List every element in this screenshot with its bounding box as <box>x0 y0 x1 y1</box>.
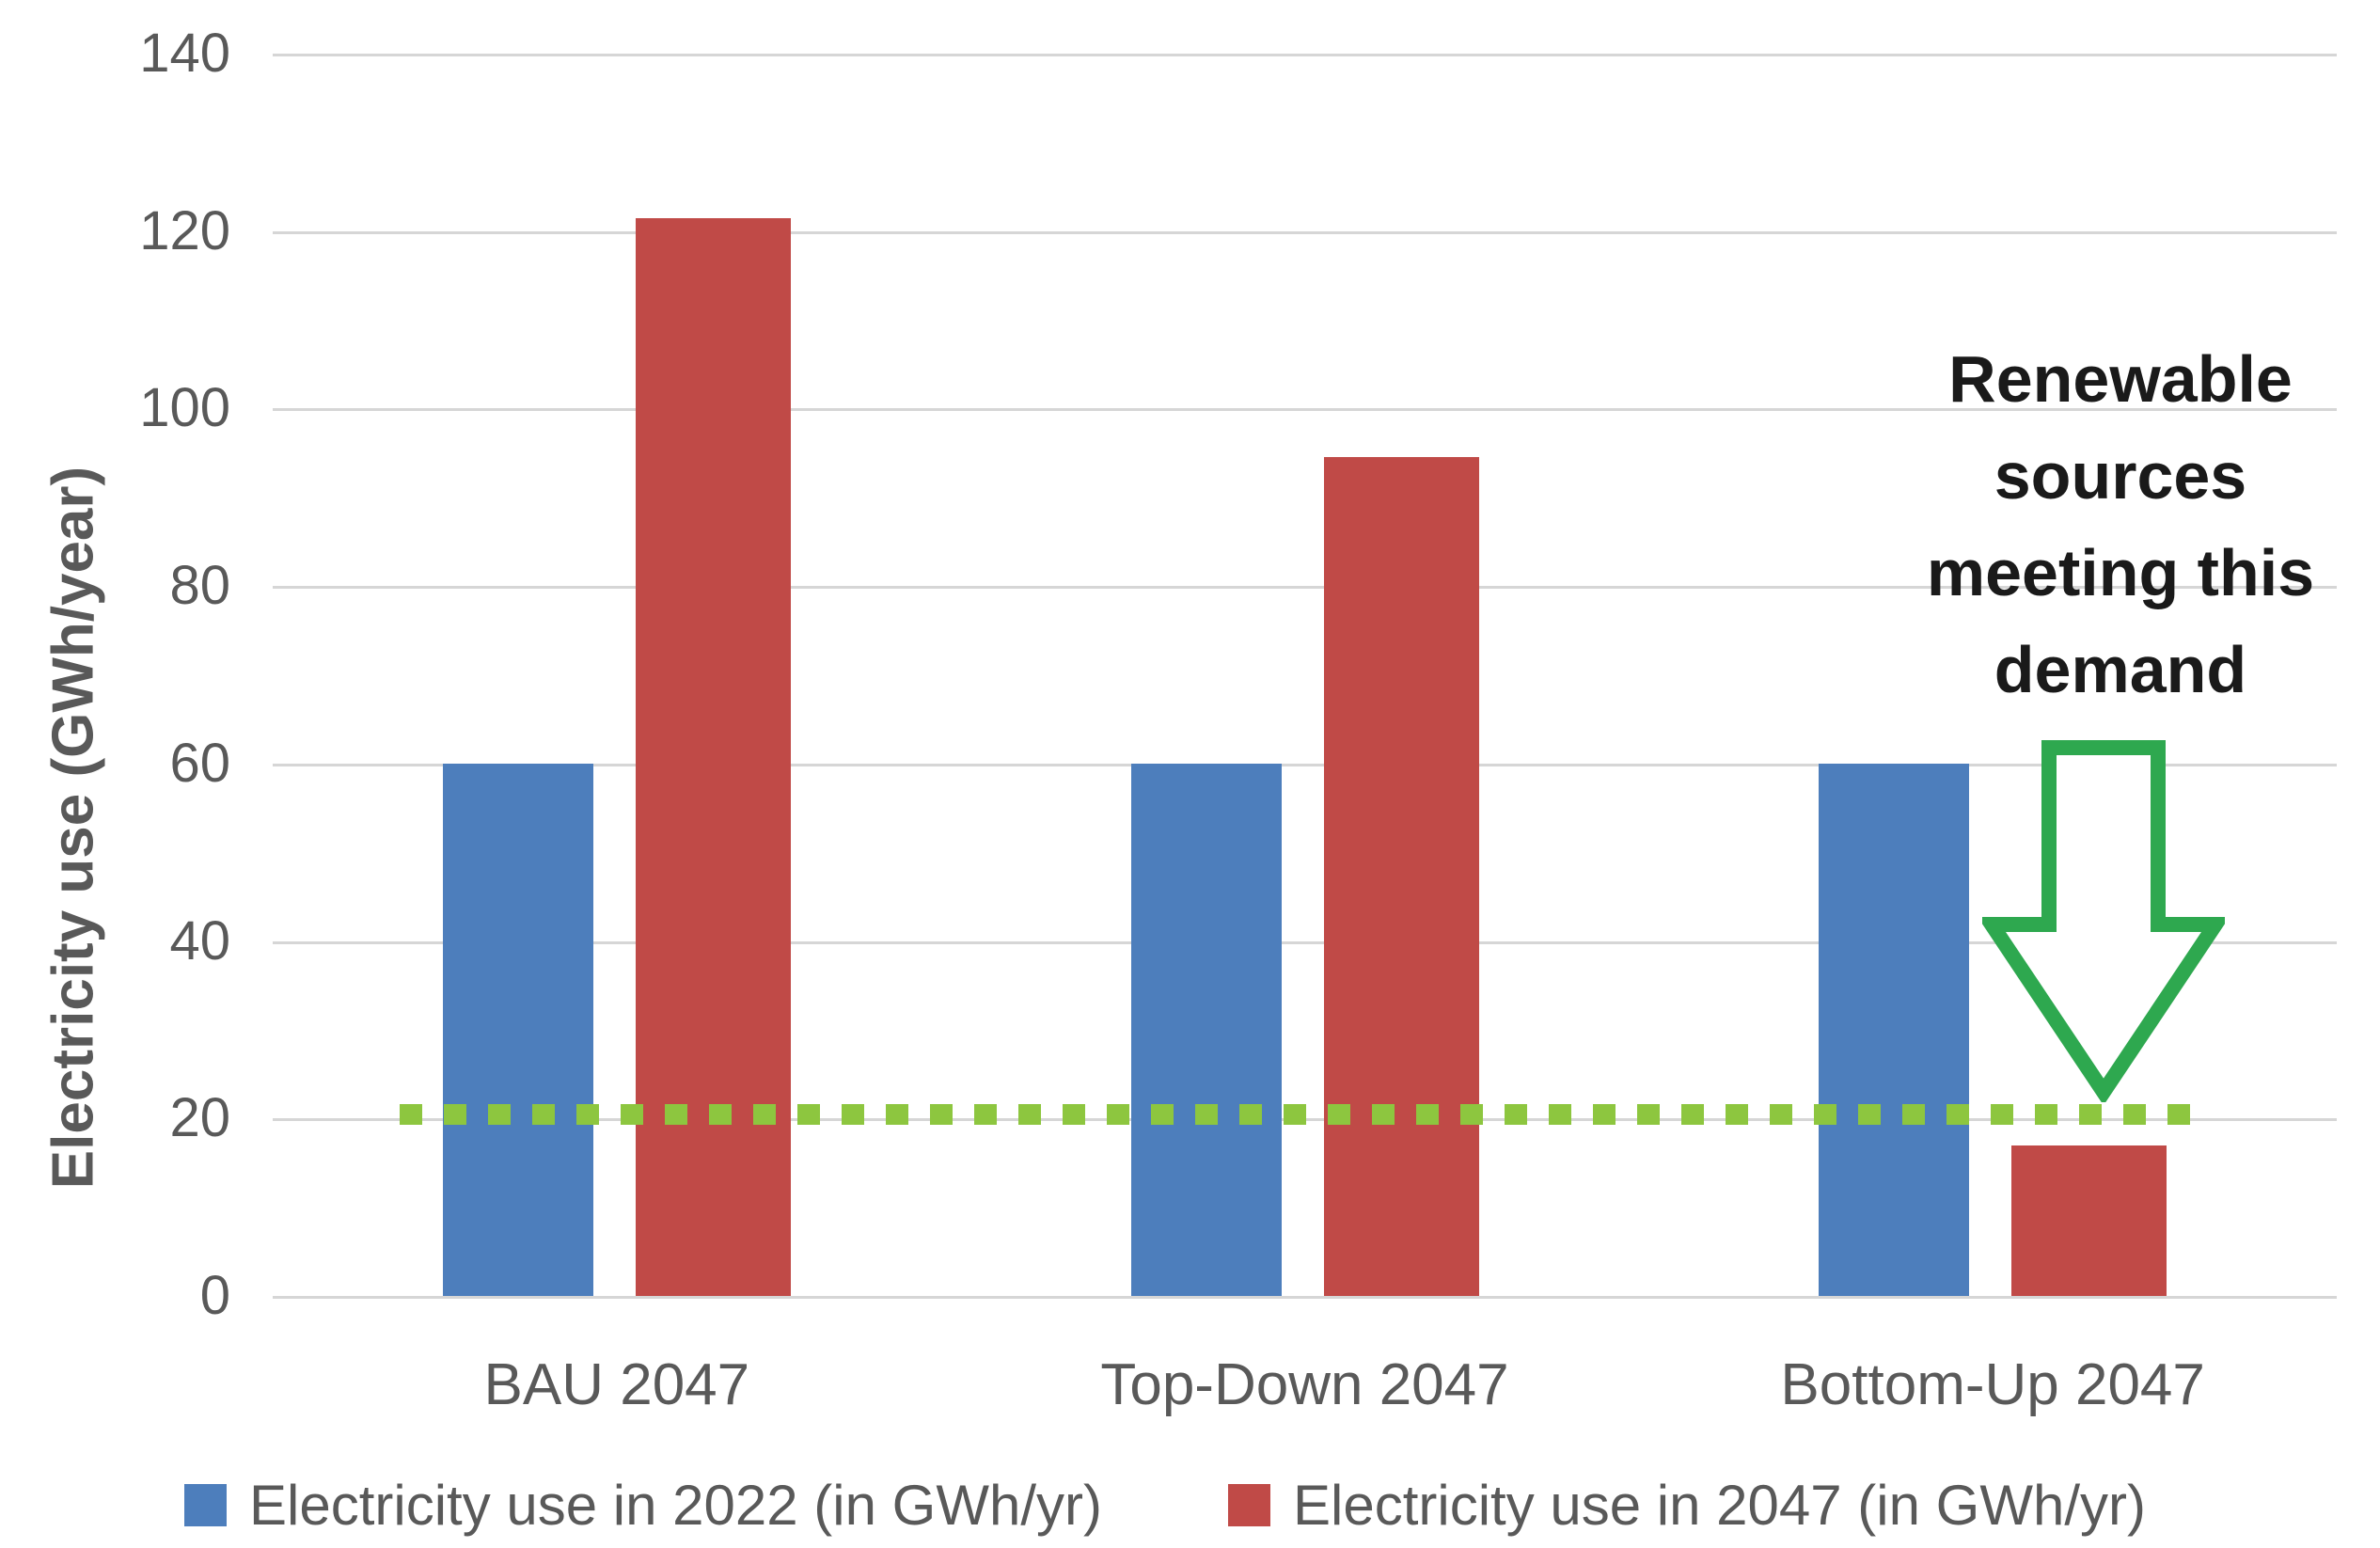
x-category-label: Bottom-Up 2047 <box>1780 1352 2205 1417</box>
gridline-y40 <box>273 940 2337 944</box>
y-tick-label: 100 <box>139 377 230 439</box>
legend-item-2022: Electricity use in 2022 (in GWh/yr) <box>184 1473 1102 1538</box>
legend-label-2047: Electricity use in 2047 (in GWh/yr) <box>1293 1474 2146 1537</box>
y-tick-label: 120 <box>139 199 230 261</box>
x-category-label: BAU 2047 <box>483 1352 750 1417</box>
gridline-y0 <box>273 1296 2337 1299</box>
bar-series1-top-down-2047 <box>1130 763 1282 1296</box>
annotation-text: Renewable sources meeting this demand <box>1857 331 2380 719</box>
y-tick-label: 40 <box>169 909 230 971</box>
legend-swatch-2022 <box>184 1484 227 1526</box>
gridline-y120 <box>273 230 2337 234</box>
reference-dotted-line <box>400 1103 2210 1125</box>
y-tick-label: 140 <box>139 23 230 84</box>
bar-series2-bau-2047 <box>635 217 791 1296</box>
bar-series1-bau-2047 <box>442 763 593 1296</box>
annotation-line: sources <box>1994 439 2247 513</box>
down-arrow-icon <box>1982 740 2225 1102</box>
y-tick-label: 60 <box>169 732 230 794</box>
annotation-line: Renewable <box>1948 342 2293 416</box>
bar-series2-top-down-2047 <box>1323 457 1479 1296</box>
gridline-y100 <box>273 408 2337 412</box>
legend-swatch-2047 <box>1228 1484 1270 1526</box>
y-tick-label: 80 <box>169 555 230 617</box>
annotation-line: demand <box>1994 633 2247 706</box>
legend-label-2022: Electricity use in 2022 (in GWh/yr) <box>249 1474 1102 1537</box>
bar-series1-bottom-up-2047 <box>1819 763 1970 1296</box>
y-tick-label: 20 <box>169 1087 230 1149</box>
y-tick-label: 0 <box>199 1265 230 1326</box>
legend-item-2047: Electricity use in 2047 (in GWh/yr) <box>1228 1473 2146 1538</box>
down-arrow-outline <box>1982 740 2225 1102</box>
gridline-y140 <box>273 54 2337 56</box>
bar-series2-bottom-up-2047 <box>2011 1145 2167 1296</box>
plot-area <box>273 54 2337 1299</box>
gridline-y60 <box>273 763 2337 766</box>
gridline-y80 <box>273 586 2337 590</box>
annotation-line: meeting this <box>1926 536 2315 609</box>
x-category-label: Top-Down 2047 <box>1100 1352 1509 1417</box>
